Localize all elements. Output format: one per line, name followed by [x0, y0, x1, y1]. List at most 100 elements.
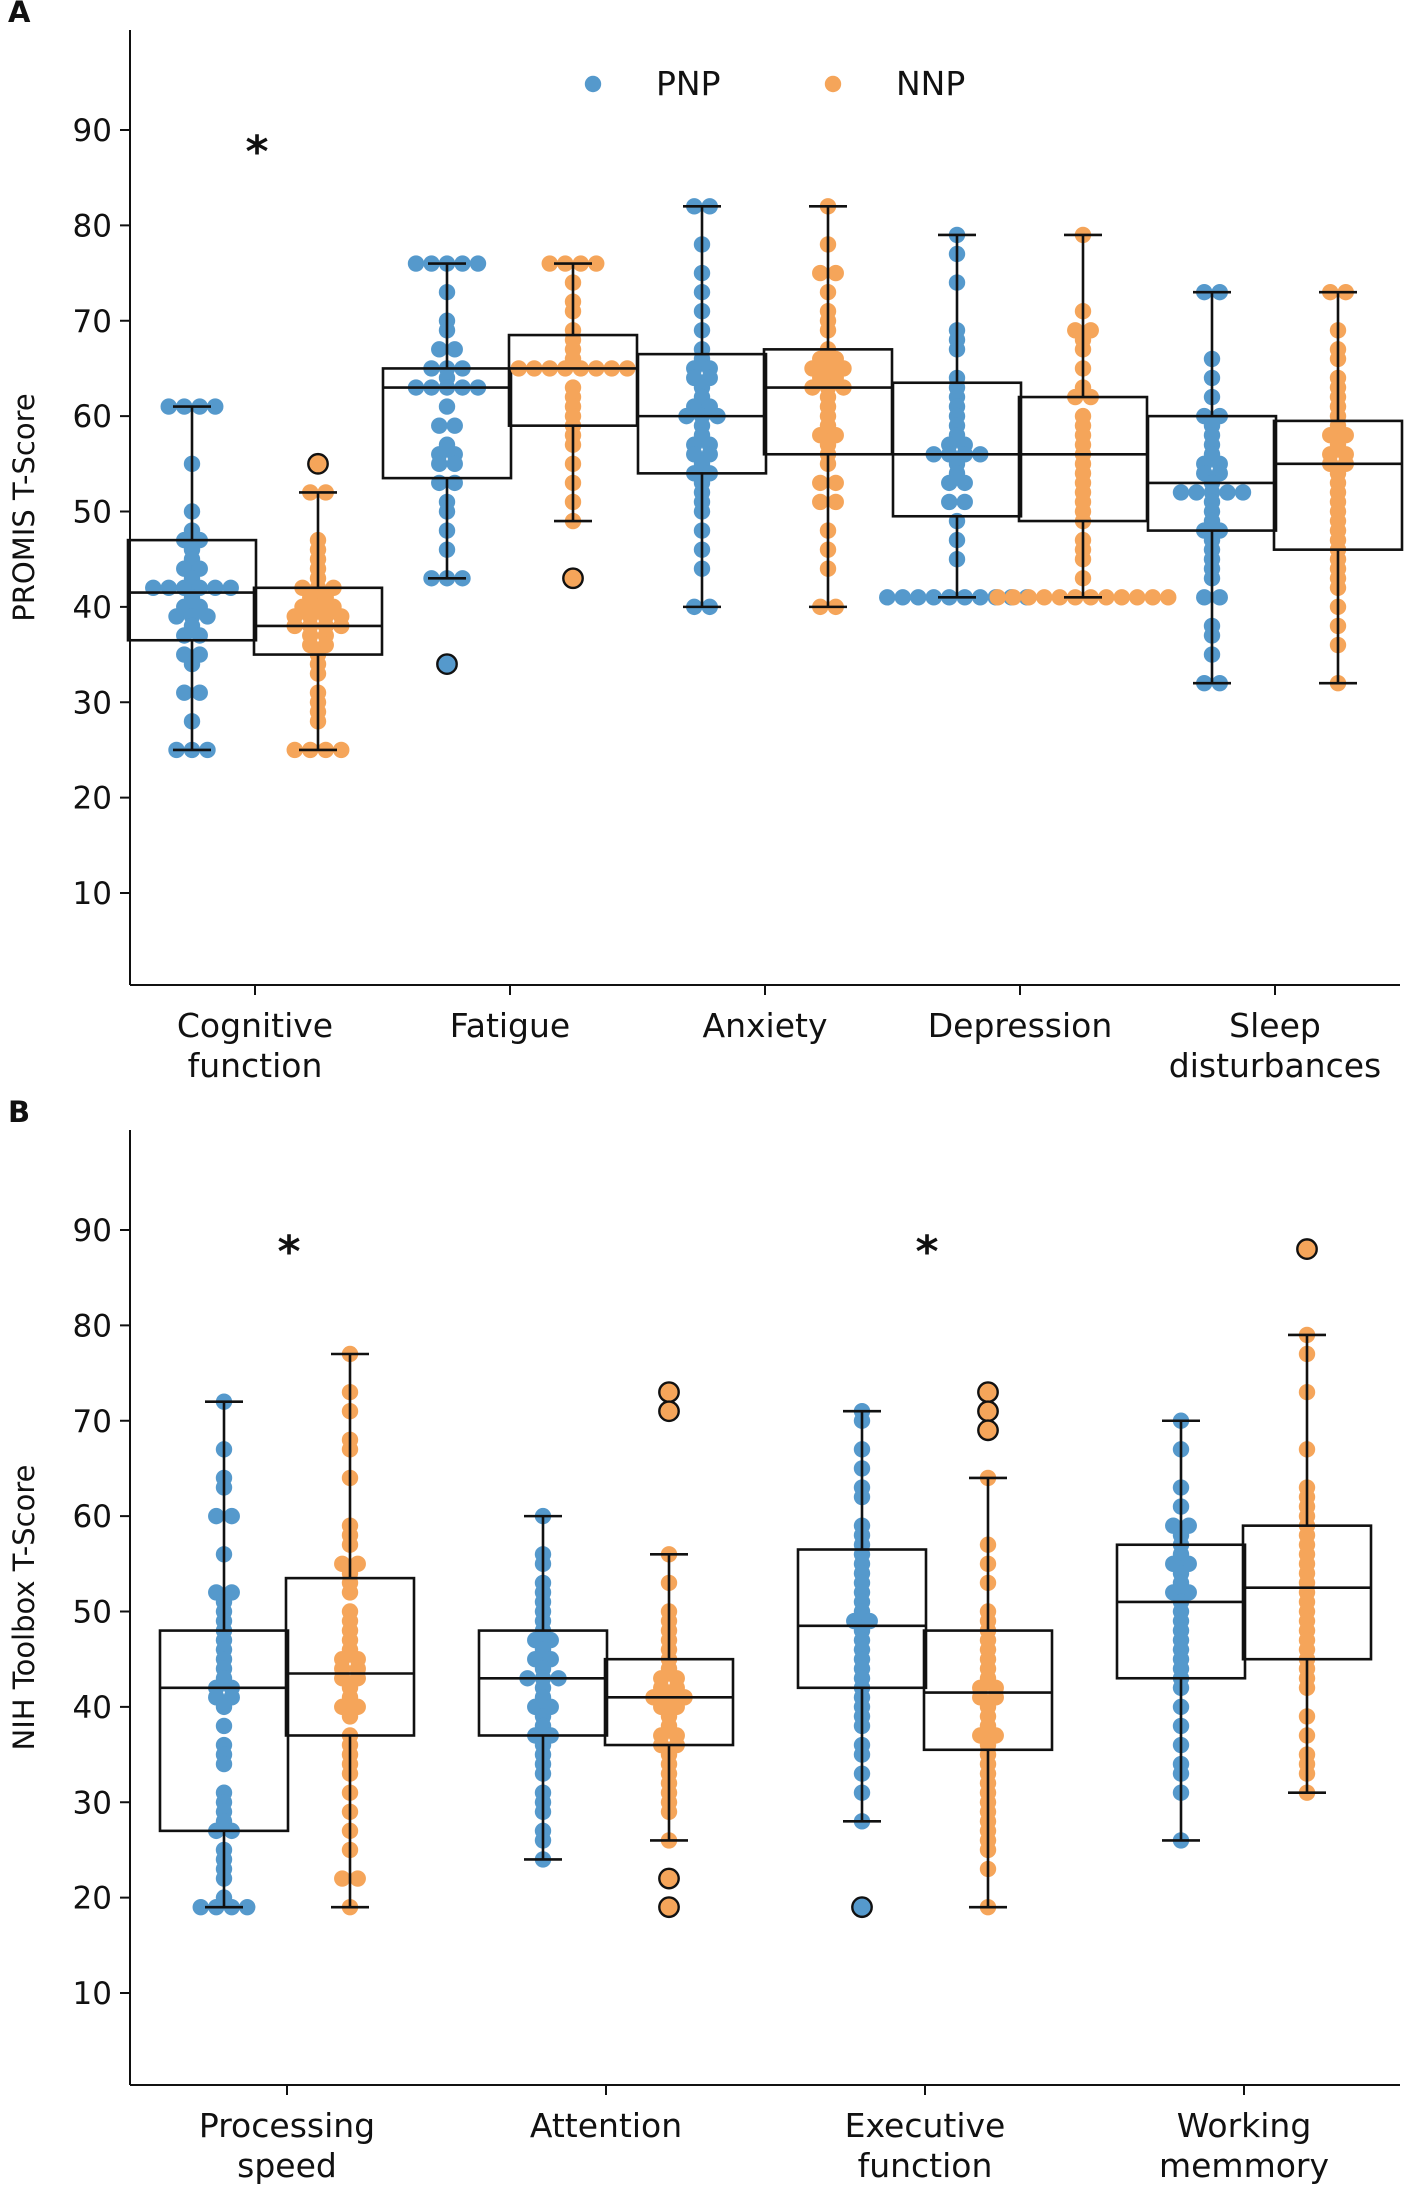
data-point-pnp [956, 493, 973, 511]
data-point-pnp [208, 1507, 225, 1525]
data-point-nnp [1098, 589, 1115, 606]
y-tick-label: 60 [73, 1499, 112, 1535]
x-tick-label: function [858, 2146, 993, 2185]
data-point-pnp [191, 684, 208, 701]
data-point-pnp [894, 589, 911, 606]
outlier-nnp [977, 1419, 999, 1442]
data-point-nnp [334, 1870, 351, 1887]
y-tick-label: 40 [73, 1690, 112, 1726]
data-point-nnp [1160, 589, 1177, 606]
panel-label: B [8, 1095, 30, 1129]
y-tick-label: 10 [73, 876, 112, 912]
x-tick-label: Cognitive [177, 1006, 333, 1045]
data-point-nnp [827, 474, 844, 492]
y-tick-label: 60 [73, 399, 112, 435]
significance-marker: * [277, 1227, 300, 1278]
data-point-pnp [910, 589, 927, 606]
y-tick-label: 70 [73, 304, 112, 340]
data-point-pnp [1172, 484, 1190, 501]
x-tick-label: disturbances [1169, 1046, 1381, 1085]
outlier-pnp [436, 653, 458, 675]
x-tick-label: Depression [928, 1006, 1112, 1045]
y-tick-label: 10 [73, 1976, 112, 2012]
data-point-pnp [446, 417, 463, 434]
y-tick-label: 80 [73, 208, 112, 244]
data-point-nnp [1051, 589, 1068, 606]
data-point-nnp [827, 493, 844, 511]
x-tick-label: Attention [530, 2106, 682, 2145]
x-tick-label: Processing [199, 2106, 375, 2145]
y-tick-label: 90 [73, 113, 112, 149]
data-point-nnp [812, 493, 829, 511]
data-point-nnp [1020, 589, 1037, 606]
data-point-pnp [925, 589, 942, 606]
significance-marker: * [915, 1227, 938, 1278]
data-point-pnp [469, 255, 487, 272]
data-point-pnp [431, 341, 448, 358]
data-point-nnp [812, 474, 829, 492]
legend-label-pnp: PNP [656, 64, 721, 103]
x-tick-label: Executive [845, 2106, 1006, 2145]
y-tick-label: 50 [73, 495, 112, 531]
x-tick-label: Fatigue [450, 1006, 570, 1045]
outlier-nnp [658, 1400, 680, 1423]
data-point-nnp [1036, 589, 1053, 606]
data-point-pnp [956, 474, 973, 492]
data-point-pnp [972, 589, 989, 606]
panel-label: A [8, 0, 31, 29]
y-axis-label: NIH Toolbox T-Score [7, 1465, 41, 1751]
data-point-pnp [1219, 484, 1236, 501]
data-point-nnp [333, 741, 350, 759]
data-point-nnp [341, 1584, 359, 1601]
outlier-nnp [977, 1400, 999, 1423]
data-point-pnp [879, 589, 896, 606]
data-point-nnp [1129, 589, 1146, 606]
data-point-pnp [215, 1755, 233, 1773]
data-point-pnp [207, 398, 224, 415]
data-point-pnp [1211, 589, 1228, 606]
data-point-pnp [223, 1507, 240, 1525]
y-tick-label: 90 [73, 1213, 112, 1249]
outlier-nnp [977, 1381, 999, 1404]
data-point-nnp [989, 589, 1006, 606]
x-tick-label: Anxiety [703, 1006, 828, 1045]
outlier-nnp [562, 567, 584, 590]
data-point-pnp [176, 684, 193, 701]
outlier-pnp [851, 1896, 873, 1919]
data-point-nnp [286, 741, 303, 759]
data-point-nnp [812, 264, 829, 282]
data-point-pnp [160, 398, 177, 415]
category-group: Fatigue [381, 255, 639, 1045]
data-point-nnp [827, 264, 844, 282]
category-group: Depression [879, 226, 1177, 1045]
data-point-pnp [407, 255, 425, 272]
y-tick-label: 70 [73, 1404, 112, 1440]
data-point-pnp [215, 1698, 233, 1716]
data-point-pnp [431, 417, 448, 434]
legend-marker-pnp [584, 75, 602, 93]
data-point-nnp [341, 1708, 359, 1725]
data-point-pnp [199, 608, 216, 625]
category-group: Anxiety [636, 198, 894, 1045]
panel-a: A 10 20 30 40 50 60 70 80 90 PROMIS T-Score PNP NNP C… [7, 0, 1404, 1085]
data-point-pnp [941, 493, 958, 511]
data-point-nnp [588, 255, 605, 272]
data-point-pnp [192, 1898, 209, 1916]
panel-b: B 10 20 30 40 50 60 70 80 90 NIH Toolbox T-Score Pr… [7, 1095, 1400, 2185]
outlier-nnp [1296, 1238, 1318, 1260]
data-point-nnp [1005, 589, 1022, 606]
data-point-nnp [349, 1870, 366, 1887]
x-tick-label: function [188, 1046, 323, 1085]
y-tick-label: 20 [73, 781, 112, 817]
outlier-nnp [658, 1381, 680, 1404]
y-tick-label: 40 [73, 590, 112, 626]
y-tick-label: 20 [73, 1881, 112, 1917]
data-point-pnp [431, 455, 448, 473]
legend-label-nnp: NNP [896, 64, 965, 103]
